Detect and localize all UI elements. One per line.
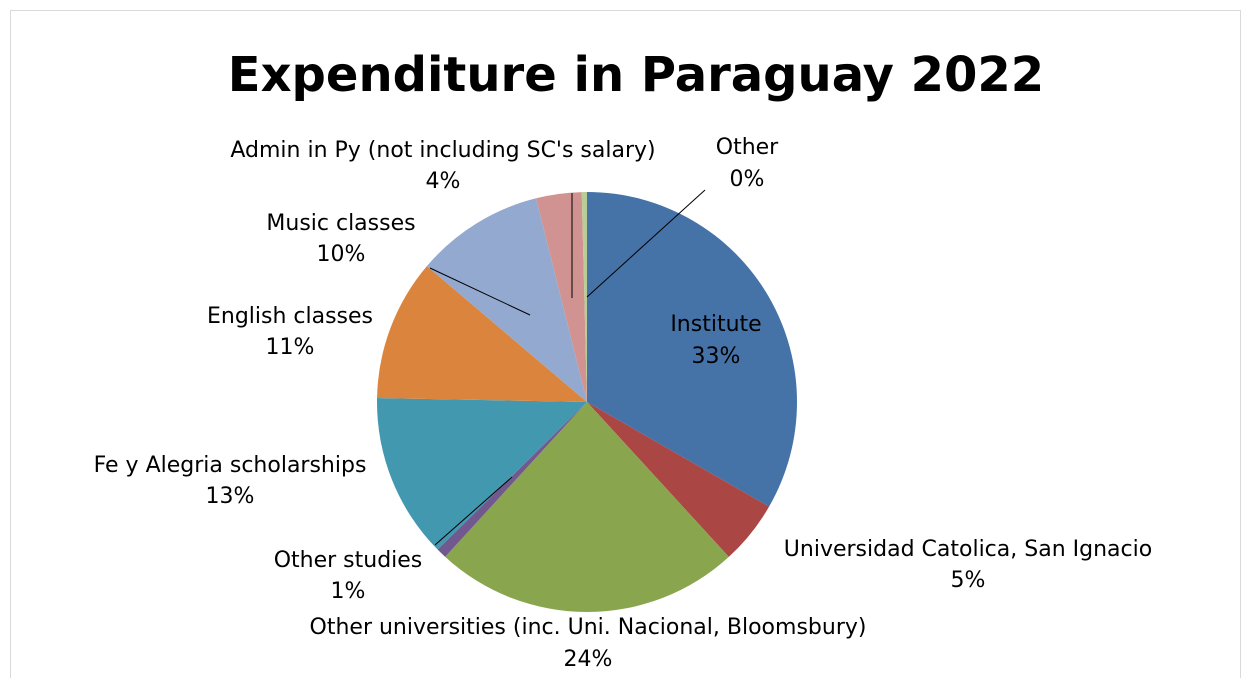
slice-label: Other (716, 135, 779, 160)
slice-value-label: 4% (426, 169, 461, 194)
slice-label: Other universities (inc. Uni. Nacional, … (310, 615, 867, 640)
pie-slice (587, 192, 797, 507)
slice-label: English classes (207, 304, 373, 329)
pie-slice (377, 398, 587, 550)
slice-label: Institute (670, 312, 761, 337)
pie-slice (377, 266, 587, 402)
slice-label: Admin in Py (not including SC's salary) (230, 138, 655, 163)
slice-value-label: 1% (331, 579, 366, 604)
slice-value-label: 10% (317, 242, 366, 267)
chart-frame (10, 10, 1241, 678)
chart-title: Expenditure in Paraguay 2022 (228, 47, 1044, 103)
slice-value-label: 5% (951, 568, 986, 593)
slice-value-label: 13% (206, 484, 255, 509)
pie-slice (536, 192, 587, 402)
leader-line (429, 267, 531, 316)
slice-value-label: 33% (692, 344, 741, 369)
slice-label: Other studies (274, 548, 423, 573)
slice-value-label: 24% (564, 647, 613, 672)
pie-slice (587, 402, 770, 557)
leader-line (586, 189, 706, 298)
pie-slice (445, 402, 729, 612)
slice-label: Universidad Catolica, San Ignacio (784, 537, 1152, 562)
slice-value-label: 11% (266, 335, 315, 360)
leader-line (434, 476, 513, 546)
pie-slice (426, 198, 587, 402)
slice-label: Fe y Alegria scholarships (94, 453, 367, 478)
pie-slice (437, 402, 587, 557)
pie-slice (581, 192, 587, 402)
slice-label: Music classes (266, 211, 415, 236)
slice-value-label: 0% (730, 167, 765, 192)
